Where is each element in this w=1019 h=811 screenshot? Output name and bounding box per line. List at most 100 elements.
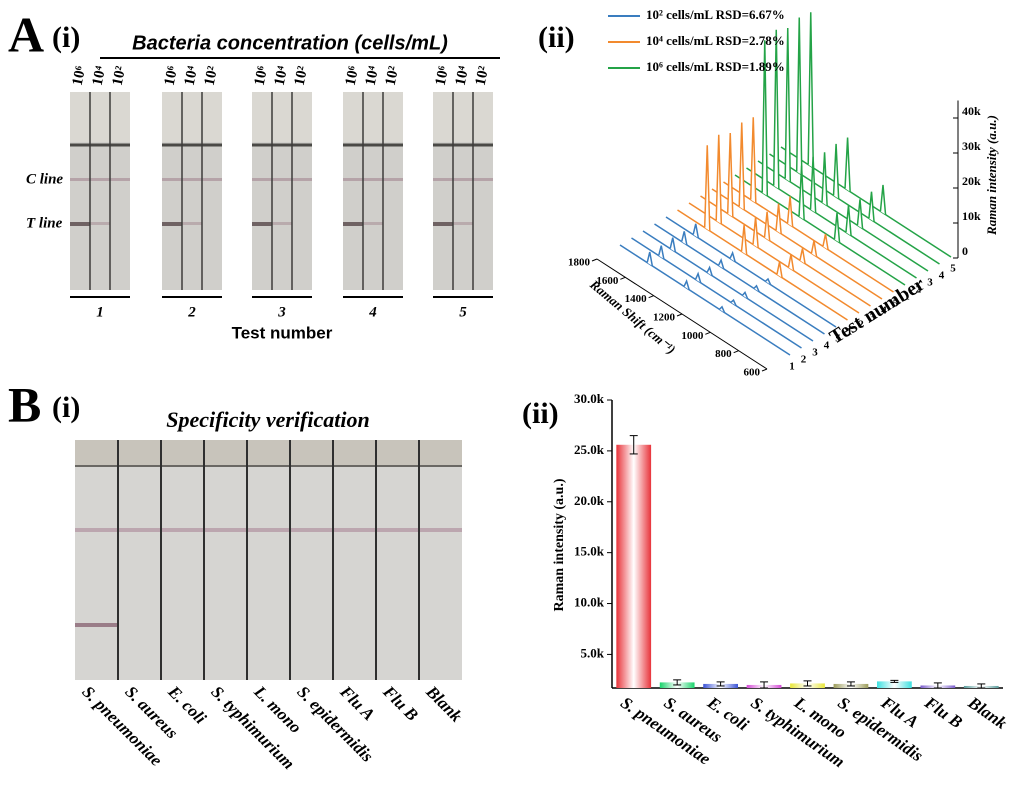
- concentration-label: 10²: [473, 64, 493, 87]
- test-tick-label: 1: [904, 291, 910, 303]
- test-tick-label: 3: [812, 347, 818, 359]
- y-axis-label: Raman intensity (a.u.): [552, 478, 567, 611]
- spectrum-peak: [683, 278, 690, 290]
- spectrum-peak: [833, 212, 841, 243]
- spectrum-peak: [726, 132, 734, 217]
- spectrum-peak: [809, 156, 817, 213]
- test-tick-label: 1: [789, 361, 795, 373]
- x-tick-label: Flu B: [920, 692, 965, 732]
- y-tick-label: 20.0k: [574, 493, 605, 508]
- spectrum-peak: [669, 237, 677, 253]
- y-tick-label: 30k: [962, 139, 981, 153]
- strip-title: Specificity verification: [166, 407, 369, 432]
- spectrum-peak: [752, 216, 759, 248]
- spectrum-baseline: [780, 146, 952, 258]
- x-tick: [705, 331, 711, 335]
- test-line: [343, 222, 363, 226]
- spectrum-peak: [646, 251, 654, 267]
- test-line: [252, 222, 272, 226]
- panel-sublabel: (i): [52, 391, 80, 424]
- y-tick-label: 0: [962, 244, 968, 258]
- spectrum-baseline: [688, 202, 860, 314]
- z-axis-label: Test number: [826, 273, 929, 349]
- spectrum-peak: [715, 134, 723, 224]
- legend-label: 10² cells/mL RSD=6.67%: [646, 7, 785, 22]
- concentration-label: 10⁴: [363, 64, 383, 87]
- spectrum-baseline: [757, 160, 929, 272]
- test-tick-label: 1: [847, 326, 853, 338]
- spectrum-baseline: [677, 209, 848, 321]
- spectrum-baseline: [723, 181, 894, 293]
- spectrum-peak: [738, 122, 746, 210]
- spectrum-peak: [822, 233, 829, 250]
- spectrum-peak: [879, 184, 887, 215]
- concentration-label: 10⁴: [90, 64, 110, 87]
- test-line: [453, 222, 473, 225]
- x-tick-label: 800: [715, 348, 732, 360]
- spectrum-baseline: [665, 216, 837, 328]
- test-line: [70, 222, 90, 226]
- test-line: [182, 222, 202, 225]
- t-line-label: T line: [26, 215, 63, 231]
- panel-sublabel: (ii): [522, 397, 559, 430]
- spectrum-peak: [729, 250, 736, 262]
- x-tick: [591, 258, 598, 262]
- spectrum-peak: [775, 203, 782, 234]
- panel-label: B: [8, 376, 41, 432]
- x-tick: [761, 368, 768, 372]
- spectrum-peak: [764, 277, 772, 285]
- spectrum-peak: [784, 27, 792, 182]
- strip-title: Bacteria concentration (cells/mL): [132, 32, 448, 54]
- control-line: [252, 178, 312, 181]
- y-tick-label: 25.0k: [574, 442, 605, 457]
- spectrum-peak: [761, 40, 769, 196]
- control-line: [433, 178, 493, 181]
- concentration-label: 10⁶: [162, 64, 182, 87]
- c-line-label: C line: [26, 171, 63, 187]
- panel-sublabel: (i): [52, 21, 80, 54]
- spectrum-peak: [845, 205, 852, 236]
- x-tick-label: 1600: [596, 275, 619, 287]
- legend-label: 10⁶ cells/mL RSD=1.89%: [646, 59, 785, 74]
- control-line: [75, 528, 462, 532]
- strip-header: [433, 92, 493, 142]
- bar: [616, 444, 652, 688]
- spectrum-baseline: [642, 230, 814, 342]
- y-tick-label: 10k: [962, 209, 981, 223]
- y-tick-label: 30.0k: [574, 391, 605, 406]
- spectrum-peak: [741, 291, 749, 299]
- concentration-label: 10²: [292, 64, 312, 87]
- test-tick-label: 4: [881, 305, 887, 317]
- test-line: [272, 222, 292, 225]
- concentration-label: 10⁶: [433, 64, 453, 87]
- spectrum-baseline: [769, 153, 940, 265]
- x-tick-label: 1200: [653, 312, 676, 324]
- test-line: [363, 222, 383, 225]
- spectrum-peak: [810, 240, 818, 257]
- x-tick-label: Blank: [964, 692, 1011, 733]
- x-axis-label: Test number: [232, 323, 333, 342]
- concentration-label: 10²: [383, 64, 403, 87]
- spectrum-peak: [692, 223, 700, 239]
- x-tick: [620, 276, 626, 280]
- spectrum-peak: [798, 165, 805, 220]
- test-line: [75, 623, 118, 627]
- spectrum-baseline: [631, 237, 802, 349]
- spectrum-peak: [786, 196, 794, 227]
- x-tick: [733, 350, 739, 354]
- y-axis-label: Raman intensity (a.u.): [984, 115, 999, 236]
- concentration-label: 10²: [202, 64, 222, 87]
- strip-header: [343, 92, 403, 142]
- control-line: [343, 178, 403, 181]
- test-tick-label: 5: [950, 263, 956, 275]
- spectrum-baseline: [746, 167, 917, 279]
- spectrum-peak: [763, 211, 771, 241]
- strip-header: [162, 92, 222, 142]
- x-tick-label: 1000: [681, 330, 704, 342]
- spectrum-peak: [799, 248, 806, 264]
- concentration-label: 10²: [110, 64, 130, 87]
- concentration-label: 10⁶: [70, 64, 90, 87]
- spectrum-peak: [844, 137, 851, 192]
- test-tick-label: 3: [870, 312, 876, 324]
- x-tick-label: 1800: [568, 257, 591, 269]
